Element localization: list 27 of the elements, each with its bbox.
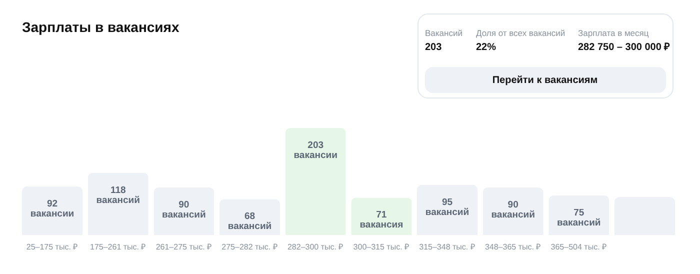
x-tick-label: 365–504 тыс. ₽ [550, 242, 608, 252]
data-label: 203 вакансии [294, 140, 338, 161]
data-label: 90 вакансий [162, 200, 206, 221]
x-tick-label: 315–348 тыс. ₽ [419, 242, 476, 252]
x-tick-label: 175–261 тыс. ₽ [90, 242, 146, 252]
data-label: 75 вакансий [557, 207, 601, 228]
data-label: 118 вакансий [96, 184, 140, 206]
x-tick-label: 348–365 тыс. ₽ [484, 242, 542, 252]
text: Доля от всех вакансий [476, 28, 566, 38]
data-label: 68 вакансий [228, 211, 272, 232]
text: Перейти к вакансиям [492, 75, 598, 86]
text: 22% [476, 42, 496, 53]
data-label: 71 вакансия [360, 210, 404, 231]
chart-title: Зарплаты в вакансиях [22, 19, 180, 35]
text: 282 750 – 300 000 ₽ [578, 42, 670, 53]
text: Зарплата в месяц [578, 28, 649, 38]
bar [285, 128, 346, 235]
data-label: 92 вакансии [30, 198, 74, 220]
x-tick-label: 282–300 тыс. ₽ [287, 242, 344, 252]
x-tick-label: 261–275 тыс. ₽ [156, 242, 212, 252]
x-tick-label: 275–282 тыс. ₽ [222, 242, 278, 252]
data-label: 90 вакансий [491, 200, 536, 221]
x-tick-label: 300–315 тыс. ₽ [353, 242, 410, 252]
text: 203 [425, 42, 442, 53]
x-tick-label: 25–175 тыс. ₽ [26, 242, 78, 252]
text: Вакансий [425, 28, 463, 38]
data-label: 95 вакансий [425, 196, 470, 218]
